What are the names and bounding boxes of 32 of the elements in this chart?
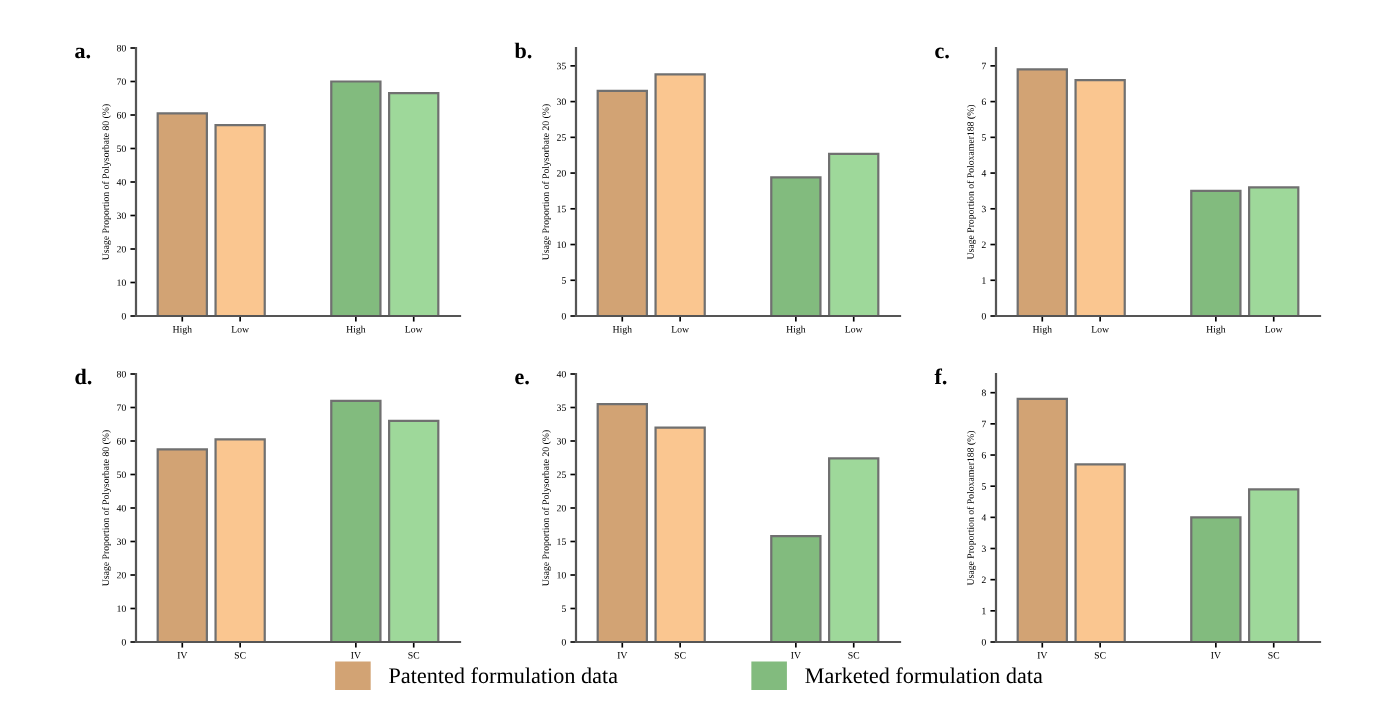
chart-title: f. [934, 368, 947, 385]
bar [330, 80, 382, 316]
bar [330, 399, 382, 642]
bar [1190, 516, 1242, 642]
bar [214, 123, 266, 316]
bar [388, 92, 440, 316]
bar [770, 176, 822, 316]
bar [1016, 397, 1068, 642]
bar [828, 152, 880, 316]
legend-label: Patented formulation data [389, 667, 618, 684]
bar [1248, 488, 1300, 642]
bar [654, 73, 706, 316]
bar [388, 419, 440, 642]
bar [156, 112, 208, 316]
bar [828, 457, 880, 642]
bar [1016, 68, 1068, 316]
chart-title: a. [75, 47, 91, 59]
bar [156, 448, 208, 642]
bar [654, 426, 706, 642]
chart-title: c. [935, 47, 949, 59]
chart-title: d. [75, 368, 92, 385]
chart-title: b. [514, 42, 532, 59]
bar [214, 438, 266, 642]
bar [1074, 463, 1126, 642]
legend-label: Marketed formulation data [805, 667, 1043, 684]
bar [1190, 189, 1242, 316]
chart-title: e. [515, 373, 529, 385]
bar [1248, 186, 1300, 316]
bar [596, 89, 648, 316]
bar [596, 403, 648, 642]
bar [1074, 79, 1126, 316]
bar [770, 535, 822, 642]
